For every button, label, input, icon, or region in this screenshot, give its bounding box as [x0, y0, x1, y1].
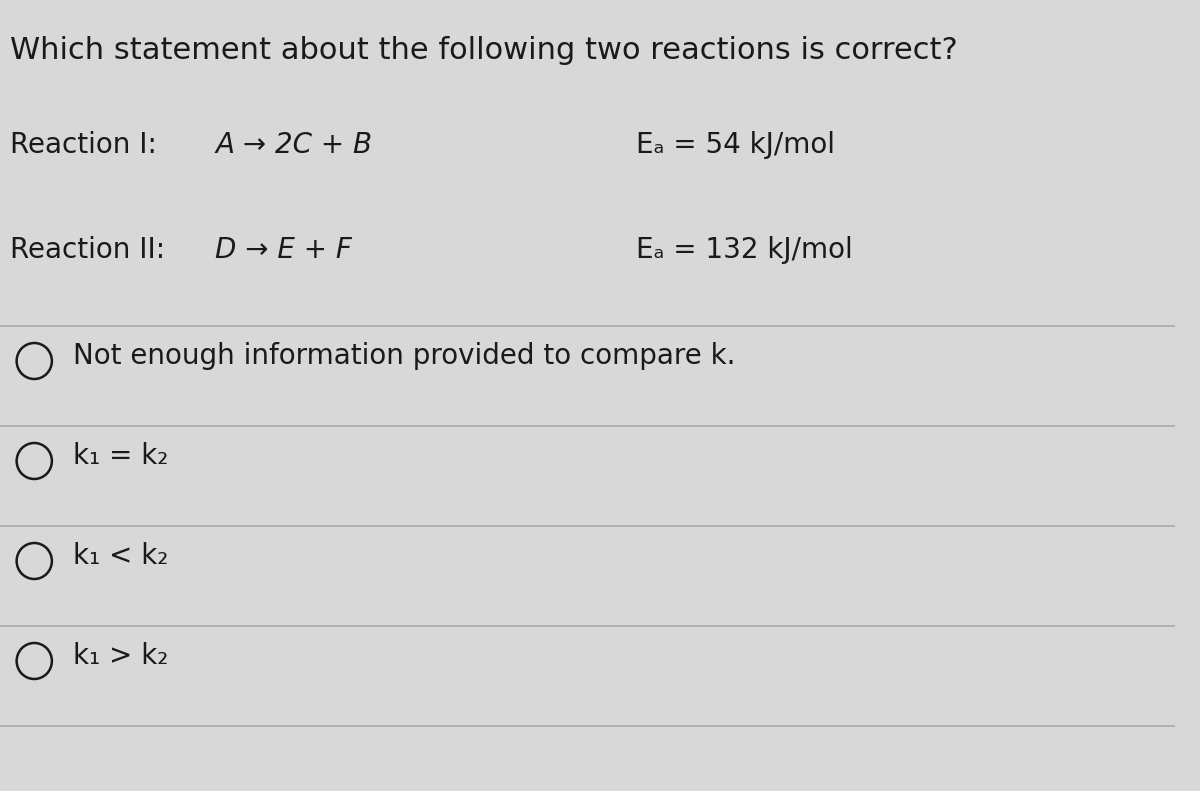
Text: D → E + F: D → E + F	[215, 236, 353, 264]
Text: Reaction II:: Reaction II:	[10, 236, 164, 264]
Text: Eₐ = 54 kJ/mol: Eₐ = 54 kJ/mol	[636, 131, 835, 159]
Text: Reaction I:: Reaction I:	[10, 131, 157, 159]
Text: k₁ < k₂: k₁ < k₂	[73, 542, 169, 570]
Text: Not enough information provided to compare k.: Not enough information provided to compa…	[73, 342, 736, 370]
Text: k₁ = k₂: k₁ = k₂	[73, 442, 169, 470]
Text: A → 2C + B: A → 2C + B	[215, 131, 372, 159]
Text: k₁ > k₂: k₁ > k₂	[73, 642, 169, 670]
Text: Which statement about the following two reactions is correct?: Which statement about the following two …	[10, 36, 958, 65]
Text: Eₐ = 132 kJ/mol: Eₐ = 132 kJ/mol	[636, 236, 853, 264]
